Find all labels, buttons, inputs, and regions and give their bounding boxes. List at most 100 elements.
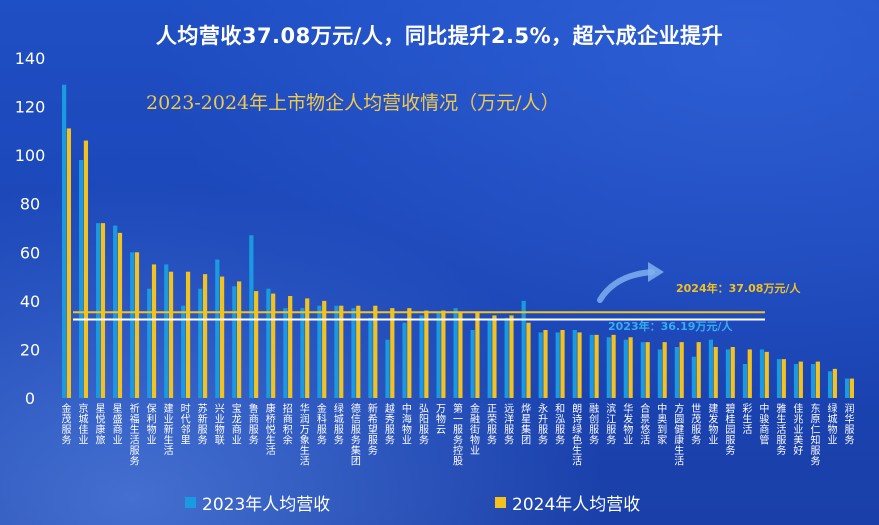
legend-label-2024: 2024年人均营收	[512, 495, 641, 515]
bar-2024	[424, 310, 429, 398]
y-tick-label: 60	[20, 243, 40, 262]
x-tick-label: 滨江服务	[606, 402, 616, 447]
bar-2024	[594, 334, 599, 398]
y-tick-label: 40	[20, 292, 40, 311]
bar-2024	[492, 315, 497, 398]
bar-2023	[572, 330, 577, 398]
bar-2024	[339, 305, 344, 398]
bar-2024	[185, 271, 191, 398]
bar-2023	[402, 322, 407, 398]
bar-2023	[436, 313, 441, 398]
bar-2023	[606, 337, 611, 398]
x-tick-label: 世茂服务	[691, 403, 701, 447]
headline: 人均营收37.08万元/人，同比提升2.5%，超六成企业提升	[155, 24, 724, 48]
x-tick-label: 和泓服务	[555, 403, 565, 447]
x-tick-label: 合景悠活	[640, 402, 650, 447]
bar-2024	[781, 359, 786, 398]
bar-2024	[662, 342, 667, 398]
x-tick-label: 保利物业	[147, 402, 157, 447]
x-tick-label: 祈福生活服务	[130, 403, 140, 468]
bar-2024	[747, 349, 752, 398]
bar-2024	[458, 313, 463, 398]
bar-2024	[271, 293, 276, 398]
x-tick-label: 招商积余	[283, 402, 293, 447]
x-tick-label: 京城佳业	[79, 402, 89, 447]
bar-2024	[577, 332, 582, 398]
chart-title: 2023-2024年上市物企人均营收情况（万元/人）	[146, 92, 560, 114]
x-tick-label: 金茂服务	[62, 402, 72, 447]
bar-2023	[844, 378, 850, 398]
bar-2024	[543, 330, 548, 398]
bar-2023	[555, 332, 560, 398]
bar-2024	[645, 342, 650, 398]
bar-2023	[181, 305, 186, 398]
bar-2024	[322, 300, 327, 398]
x-tick-label: 正荣服务	[487, 404, 497, 447]
bar-2024	[696, 342, 701, 398]
bar-2024	[526, 322, 531, 398]
trend-arrow-head	[648, 262, 664, 282]
bar-2023	[691, 356, 696, 398]
x-tick-label: 弘阳服务	[419, 403, 429, 447]
x-axis-labels: 金茂服务京城佳业星悦康旅星盛商业祈福生活服务保利物业建业新生活时代邻里苏新服务兴…	[62, 402, 855, 468]
bar-2023	[334, 305, 339, 398]
bar-2023	[249, 235, 254, 398]
bar-2023	[198, 288, 203, 398]
bar-2023	[640, 342, 645, 398]
x-tick-label: 金融街物业	[470, 402, 480, 457]
bar-2023	[470, 330, 475, 398]
y-tick-label: 140	[15, 49, 46, 68]
bar-2024	[83, 140, 89, 399]
bar-2023	[793, 364, 799, 398]
bar-2024	[730, 347, 735, 398]
x-tick-label: 烨星集团	[521, 402, 531, 447]
bar-2023	[742, 364, 748, 398]
bar-2024	[117, 232, 123, 398]
x-tick-label: 新希望服务	[368, 402, 378, 457]
x-tick-label: 碧桂园服务	[725, 403, 735, 457]
bar-2023	[351, 308, 356, 398]
x-tick-label: 东原仁知服务	[810, 402, 820, 468]
y-tick-label: 100	[15, 146, 46, 165]
x-tick-label: 华发物业	[623, 402, 633, 447]
bar-2024	[815, 361, 820, 398]
y-tick-label: 80	[20, 195, 40, 214]
x-tick-label: 中骏商管	[759, 402, 769, 447]
x-tick-label: 星盛商业	[113, 403, 123, 447]
bar-2024	[849, 378, 854, 398]
bar-2024	[832, 368, 837, 398]
x-tick-label: 润华服务	[844, 402, 854, 447]
x-tick-label: 方圆健康生活	[674, 402, 684, 468]
x-tick-label: 华润万象生活	[300, 402, 310, 468]
bar-2023	[232, 286, 237, 398]
bar-2023	[538, 332, 543, 398]
bar-2024	[66, 128, 72, 398]
bar-2023	[827, 371, 833, 398]
x-tick-label: 第一服务控股	[453, 402, 463, 468]
x-tick-label: 彩生活	[742, 403, 752, 436]
bar-2023	[810, 364, 816, 398]
bar-2023	[589, 334, 594, 398]
bar-2024	[100, 223, 106, 398]
bar-2024	[764, 351, 769, 398]
y-axis: 0 20 40 60 80 100 120 140	[15, 49, 46, 408]
bar-2023	[504, 317, 509, 398]
bar-2023	[130, 252, 135, 398]
bar-2024	[151, 264, 157, 398]
bar-2024	[679, 342, 684, 398]
x-tick-label: 永升服务	[538, 402, 548, 447]
bar-2023	[283, 308, 288, 398]
bar-2023	[147, 288, 152, 398]
bar-2023	[521, 300, 526, 398]
x-tick-label: 建发物业	[708, 402, 718, 447]
bar-2024	[475, 313, 480, 398]
x-tick-label: 德信服务集团	[351, 402, 361, 468]
x-tick-label: 星悦康旅	[96, 403, 106, 447]
bar-2023	[79, 160, 84, 398]
ref-label-2023: 2023年：36.19万元/人	[608, 319, 733, 333]
reference-lines: 2024年：37.08万元/人 2023年：36.19万元/人	[73, 262, 801, 333]
bar-2023	[623, 339, 628, 398]
bar-2024	[168, 271, 174, 398]
